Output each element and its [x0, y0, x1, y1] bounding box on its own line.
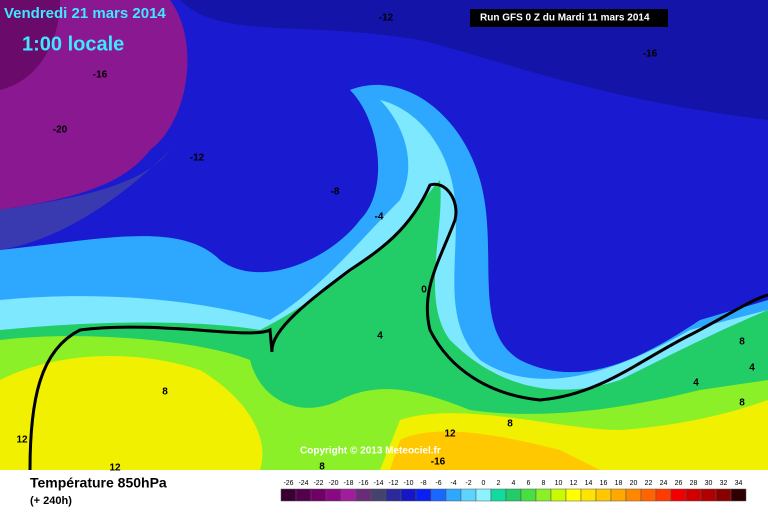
contour-label: -16 — [643, 49, 658, 60]
run-label: Run GFS 0 Z du Mardi 11 mars 2014 — [480, 13, 650, 24]
cold-band — [0, 0, 768, 120]
scale-label: 8 — [542, 480, 546, 487]
scale-cell — [730, 488, 747, 502]
scale-cell — [625, 488, 642, 502]
variable-label: Température 850hPa — [30, 475, 167, 491]
scale-label: -8 — [420, 480, 426, 487]
scale-cell — [565, 488, 582, 502]
scale-label: -24 — [298, 480, 308, 487]
scale-cell — [595, 488, 612, 502]
scale-cell — [415, 488, 432, 502]
scale-label: -26 — [283, 480, 293, 487]
warm-zone — [0, 356, 768, 470]
scale-cell — [715, 488, 732, 502]
scale-label: -18 — [343, 480, 353, 487]
scale-label: 10 — [555, 480, 563, 487]
scale-cell — [535, 488, 552, 502]
scale-label: -2 — [465, 480, 471, 487]
scale-cell — [460, 488, 477, 502]
scale-label: 12 — [570, 480, 578, 487]
scale-cell — [370, 488, 387, 502]
contour-label: 8 — [739, 337, 745, 348]
scale-cell — [385, 488, 402, 502]
scale-cell — [400, 488, 417, 502]
contour-label: -20 — [53, 125, 68, 136]
scale-cell — [280, 488, 297, 502]
contour-label: 12 — [109, 463, 121, 474]
scale-cell — [670, 488, 687, 502]
scale-label: 22 — [645, 480, 653, 487]
contour-label: 4 — [693, 378, 699, 389]
contour-label: -12 — [379, 13, 394, 24]
lead-label: (+ 240h) — [30, 495, 72, 507]
scale-label: -14 — [373, 480, 383, 487]
scale-label: 2 — [497, 480, 501, 487]
scale-cell — [340, 488, 357, 502]
scale-label: 20 — [630, 480, 638, 487]
contour-label: 8 — [507, 419, 513, 430]
time-label: 1:00 locale — [22, 33, 124, 55]
scale-label: 30 — [705, 480, 713, 487]
contour-label: 8 — [739, 398, 745, 409]
scale-cell — [445, 488, 462, 502]
scale-cell — [430, 488, 447, 502]
scale-cell — [490, 488, 507, 502]
scale-cell — [580, 488, 597, 502]
scale-cell — [475, 488, 492, 502]
zero-isotherm — [28, 182, 768, 471]
scale-label: 4 — [512, 480, 516, 487]
contour-label: 12 — [16, 435, 28, 446]
copyright: Copyright © 2013 Meteociel.fr — [300, 446, 441, 457]
scale-label: -20 — [328, 480, 338, 487]
scale-label: -12 — [388, 480, 398, 487]
scale-cell — [700, 488, 717, 502]
scale-label: -6 — [435, 480, 441, 487]
scale-label: 32 — [720, 480, 728, 487]
contour-label: -8 — [331, 187, 340, 198]
scale-cell — [550, 488, 567, 502]
scale-label: 24 — [660, 480, 668, 487]
scale-cell — [325, 488, 342, 502]
scale-label: -22 — [313, 480, 323, 487]
scale-label: -16 — [358, 480, 368, 487]
contour-label: 8 — [162, 387, 168, 398]
scale-label: 34 — [735, 480, 743, 487]
scale-cell — [655, 488, 672, 502]
scale-cell — [505, 488, 522, 502]
scale-cell — [640, 488, 657, 502]
scale-cell — [610, 488, 627, 502]
scale-label: 16 — [600, 480, 608, 487]
scale-cell — [685, 488, 702, 502]
scale-cell — [355, 488, 372, 502]
scale-label: 28 — [690, 480, 698, 487]
scale-label: 0 — [482, 480, 486, 487]
contour-label: 0 — [421, 285, 427, 296]
contour-label: 4 — [749, 363, 755, 374]
cold-core-inner — [0, 0, 60, 90]
contour-label: -16 — [431, 457, 446, 468]
contour-label: -12 — [190, 153, 205, 164]
scale-cell — [520, 488, 537, 502]
cold-edge — [0, 150, 170, 250]
scale-label: 18 — [615, 480, 623, 487]
scale-cell — [295, 488, 312, 502]
scale-label: 26 — [675, 480, 683, 487]
scale-cell — [310, 488, 327, 502]
contour-label: 8 — [319, 462, 325, 473]
date-label: Vendredi 21 mars 2014 — [4, 5, 166, 22]
scale-label: 6 — [527, 480, 531, 487]
scale-label: -10 — [403, 480, 413, 487]
run-box — [470, 9, 668, 27]
contour-label: 12 — [444, 429, 456, 440]
scale-label: -4 — [450, 480, 456, 487]
scale-label: 14 — [585, 480, 593, 487]
contour-label: -16 — [93, 70, 108, 81]
hot-zone — [390, 431, 600, 470]
contour-label: -4 — [375, 212, 384, 223]
contour-label: 4 — [377, 331, 383, 342]
